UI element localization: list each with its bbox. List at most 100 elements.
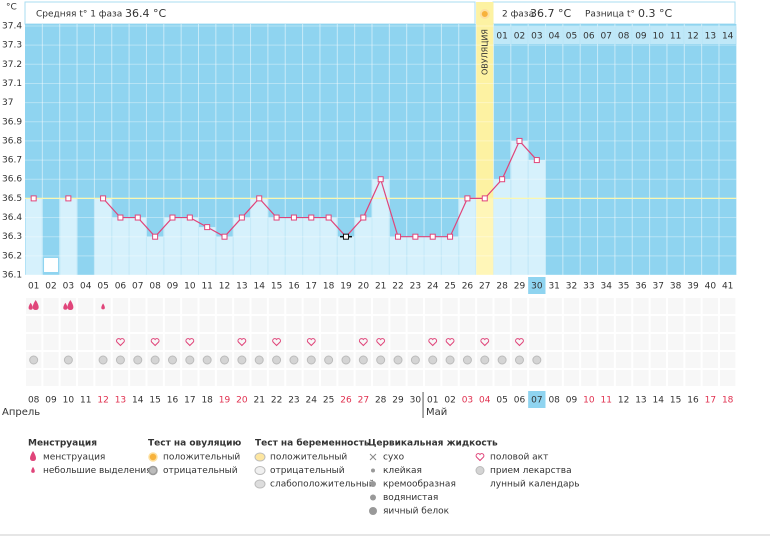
post-ovulation-cell [580,26,598,44]
symbol-cell [546,352,562,368]
intercourse-icon [445,338,455,347]
date-label: 10 [583,396,595,406]
menstruation-icon [67,300,74,310]
symbol-cell [442,370,458,386]
intercourse-icon [480,338,490,347]
intercourse-icon [475,453,485,462]
date-label: 16 [687,396,699,406]
symbol-cell [546,370,562,386]
cycle-day: 06 [115,282,127,292]
pill-icon [514,355,524,365]
date-label: 21 [253,396,264,406]
symbol-cell [43,316,59,332]
symbol-cell [182,298,198,314]
temperature-point [412,233,419,240]
legend-title: Цервикальная жидкость [368,439,498,449]
y-tick-label: 36.3 [2,232,22,242]
post-ovulation-day: 11 [670,32,681,42]
menstruation-icon [32,300,39,310]
symbol-cell [216,370,233,386]
symbol-cell [130,316,146,332]
symbol-cell [702,370,718,386]
pill-icon [98,355,108,365]
symbol-cell [615,370,632,386]
cycle-day: 40 [705,282,717,292]
symbol-cell [199,370,215,386]
symbol-cell [581,334,597,350]
symbol-cell [286,334,302,350]
pill-icon [306,355,316,365]
symbol-cell [26,334,42,350]
temperature-point [256,195,263,202]
symbol-cell [43,298,59,314]
date-label: 15 [670,396,681,406]
date-label: 22 [271,396,282,406]
post-ovulation-cell [493,26,511,44]
post-ovulation-cell [528,26,545,44]
symbol-cell [234,298,250,314]
symbol-cell [112,316,129,332]
symbol-cell [633,316,649,332]
phase2-label: 2 фаза [502,10,534,20]
symbol-cell [147,298,163,314]
legend-item: положительный [270,453,347,463]
cycle-day: 02 [45,282,56,292]
legend-title: Тест на беременность [255,438,370,449]
symbol-cell [598,316,614,332]
symbol-cell [26,370,42,386]
legend-icon [148,452,158,462]
temperature-point [221,233,228,240]
cycle-day: 05 [97,282,108,292]
post-ovulation-cell [684,26,702,44]
symbol-cell [60,334,77,350]
symbol-cell [702,352,718,368]
y-tick-label: 37.3 [2,41,22,51]
symbol-cell [164,298,181,314]
intercourse-icon [185,338,195,347]
cycle-day: 01 [28,282,39,292]
symbol-cell [112,298,129,314]
cycle-day: 33 [583,282,594,292]
legend-item: кремообразная [383,480,456,490]
post-ovulation-day: 14 [722,32,734,42]
symbol-cell [494,334,510,350]
symbol-cell [338,370,354,386]
pill-icon [202,355,212,365]
intercourse-icon [116,338,125,347]
temperature-bar [60,198,77,275]
legend-icon [370,481,376,487]
cycle-day: 27 [479,282,490,292]
symbol-cell [251,334,267,350]
symbol-cell [43,370,59,386]
symbol-cell [459,316,476,332]
post-ovulation-day: 10 [653,32,665,42]
ovulation-sun [479,9,490,19]
pill-icon [133,355,143,365]
legend-icon [371,468,375,473]
legend-icon [476,479,481,489]
y-tick-label: 36.4 [2,213,22,223]
cycle-day: 31 [548,282,559,292]
symbol-cell [615,334,632,350]
cycle-day: 20 [358,282,370,292]
symbol-cell [268,334,285,350]
symbol-cell [667,298,684,314]
temperature-bar [389,236,407,275]
temperature-point [238,214,245,221]
symbol-cell [685,370,701,386]
temperature-bar [424,236,441,275]
temperature-point [100,195,107,202]
symbol-cell [529,298,545,314]
cycle-day: 39 [687,282,699,292]
date-label: 12 [97,396,108,406]
symbol-cell [251,298,267,314]
temperature-bar [181,217,198,275]
symbol-cell [615,316,632,332]
symbol-cell [563,334,580,350]
post-ovulation-day: 06 [583,32,595,42]
symbol-cell [268,298,285,314]
y-tick-label: 36.7 [2,156,22,166]
temperature-point [429,233,436,240]
legend-icon [148,465,158,476]
date-label: 09 [45,396,57,406]
